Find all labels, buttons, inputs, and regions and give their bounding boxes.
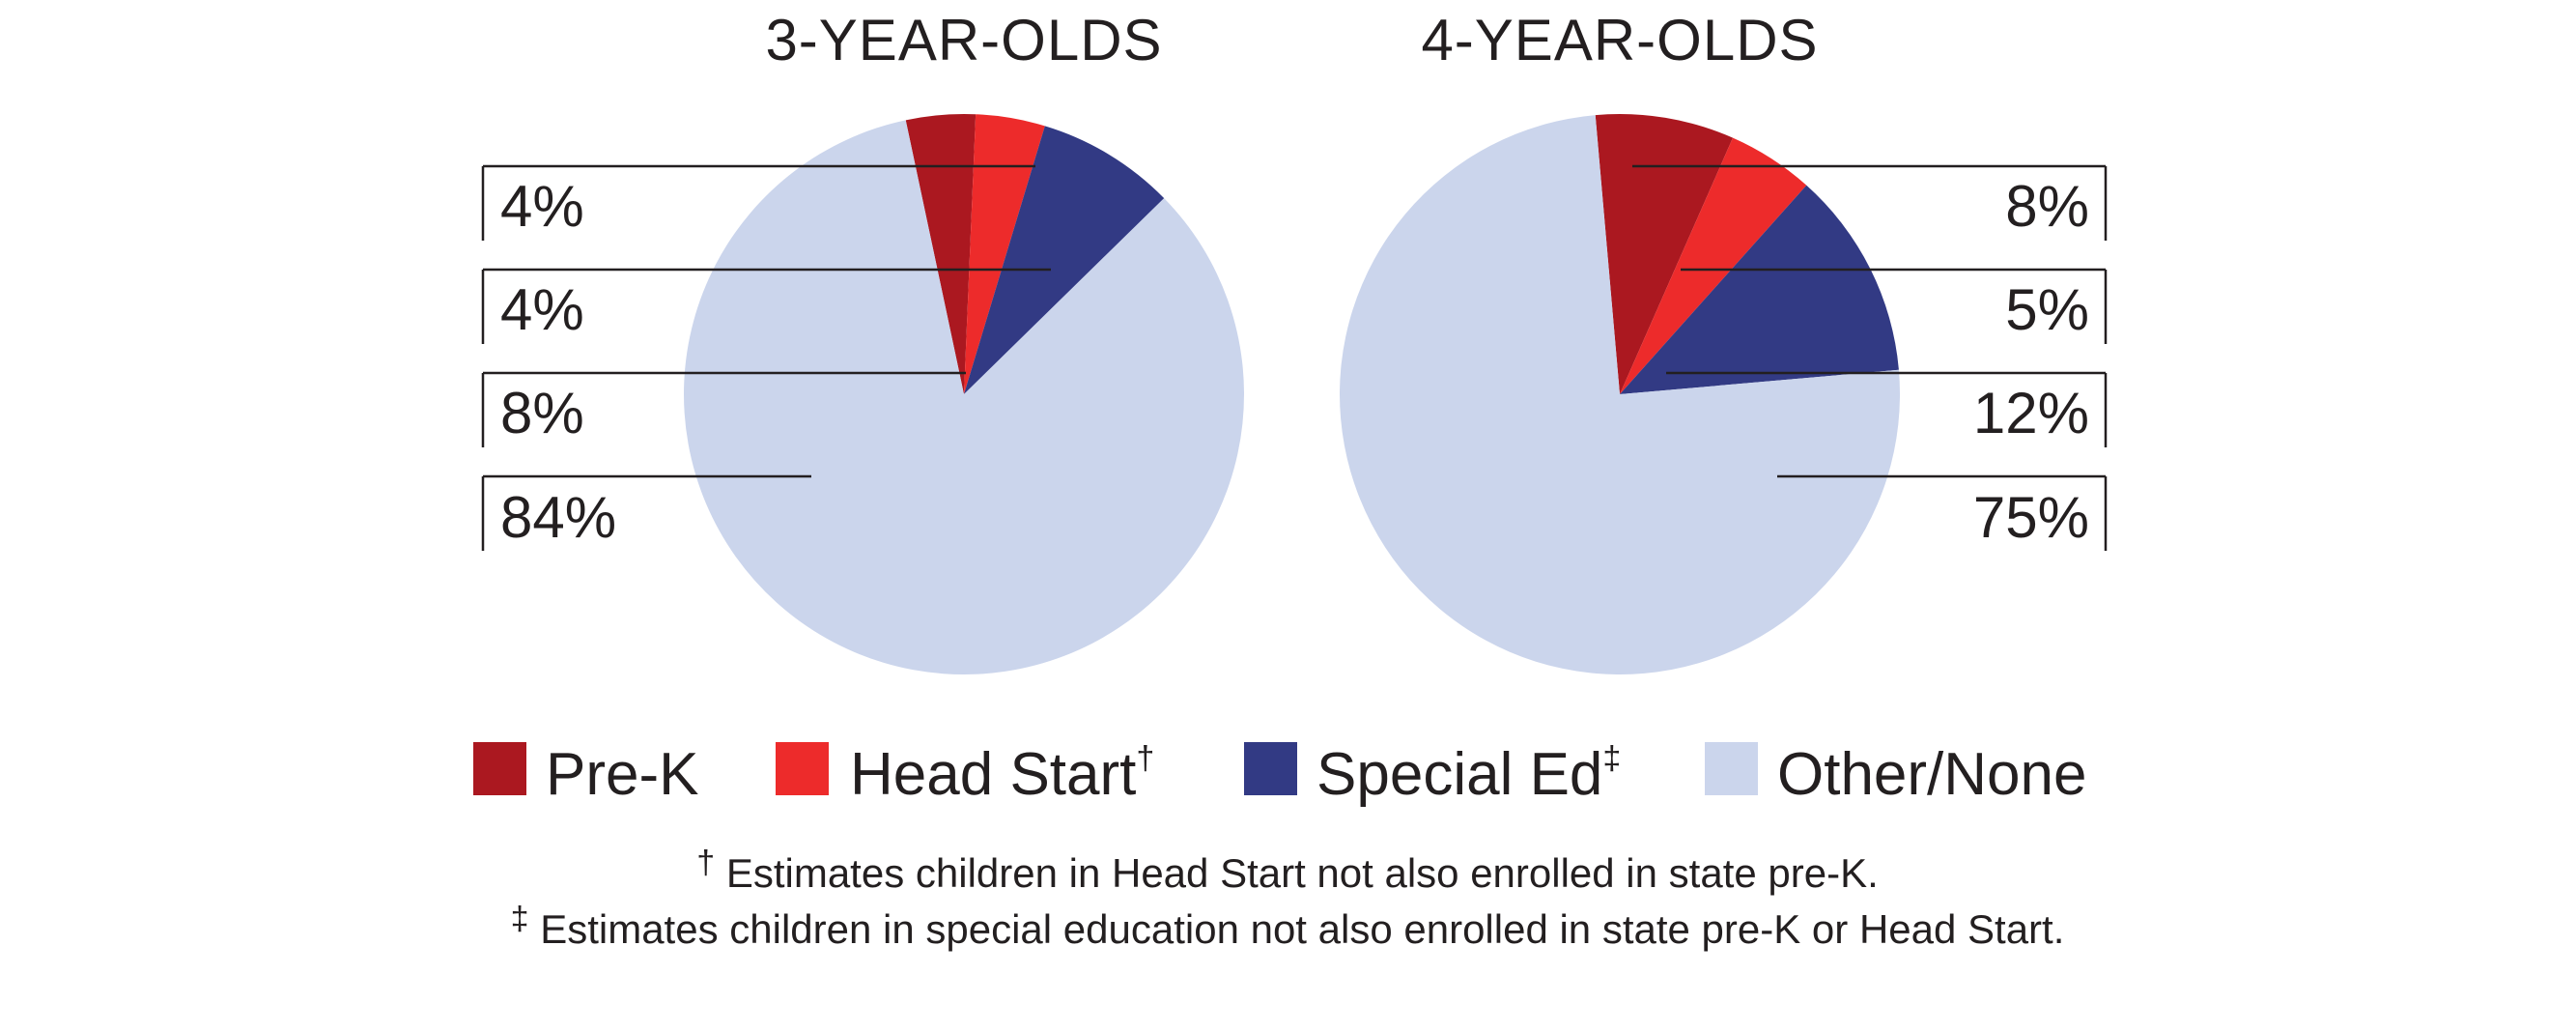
legend-mark-special-ed: ‡ xyxy=(1602,740,1621,777)
svg-text:Other/None: Other/None xyxy=(1777,741,2087,808)
value-label-head-start-3: 4% xyxy=(500,277,584,342)
svg-text:Pre-K: Pre-K xyxy=(546,741,698,808)
legend-item-special-ed: Special Ed‡ xyxy=(1244,740,1621,808)
legend: Pre-K Head Start† Special Ed‡ Other/None xyxy=(473,740,2087,808)
pie-slice-other xyxy=(684,120,1245,675)
pie-slice-pre-k xyxy=(1595,113,1734,394)
footnote-dagger-text: Estimates children in Head Start not als… xyxy=(715,850,1879,896)
footnote-double-dagger: ‡ Estimates children in special educatio… xyxy=(511,901,2065,952)
leader-lines-4-year-olds xyxy=(1632,164,2108,551)
legend-label-pre-k: Pre-K xyxy=(546,741,698,808)
legend-mark-head-start: † xyxy=(1136,740,1154,777)
legend-label-special-ed: Special Ed xyxy=(1316,741,1602,808)
value-label-special-ed-3: 8% xyxy=(500,381,584,445)
svg-text:Special Ed‡: Special Ed‡ xyxy=(1316,740,1621,808)
footnote-double-dagger-mark: ‡ xyxy=(511,901,529,937)
pie-slice-special-ed xyxy=(964,126,1165,394)
pie-slice-other xyxy=(1340,115,1901,674)
pie-chart-4-year-olds: 4-YEAR-OLDS 8% 5% 12% 75% xyxy=(1340,8,2108,674)
footnote-dagger: † Estimates children in Head Start not a… xyxy=(696,845,1879,896)
value-label-pre-k-4: 8% xyxy=(2005,174,2089,239)
pie-slices-4-year-olds xyxy=(1340,113,1901,674)
pie-chart-3-year-olds: 3-YEAR-OLDS 4% 4% 8% 84% xyxy=(481,8,1245,675)
legend-swatch-other xyxy=(1705,742,1758,795)
legend-label-other: Other/None xyxy=(1777,741,2087,808)
footnotes: † Estimates children in Head Start not a… xyxy=(511,845,2065,952)
legend-item-head-start: Head Start† xyxy=(776,740,1154,808)
footnote-double-dagger-text: Estimates children in special education … xyxy=(529,906,2065,952)
value-label-pre-k-3: 4% xyxy=(500,174,584,239)
svg-text:Head Start†: Head Start† xyxy=(850,740,1154,808)
pie-slices-3-year-olds xyxy=(684,113,1245,675)
legend-swatch-head-start xyxy=(776,742,829,795)
value-label-other-4: 75% xyxy=(1973,485,2089,550)
footnote-dagger-mark: † xyxy=(696,845,715,881)
legend-swatch-special-ed xyxy=(1244,742,1297,795)
value-label-special-ed-4: 12% xyxy=(1973,381,2089,445)
legend-swatch-pre-k xyxy=(473,742,526,795)
legend-item-other: Other/None xyxy=(1705,741,2087,808)
leader-lines-3-year-olds xyxy=(481,164,1051,551)
value-label-head-start-4: 5% xyxy=(2005,277,2089,342)
legend-item-pre-k: Pre-K xyxy=(473,741,698,808)
pie-slice-special-ed xyxy=(1620,185,1899,394)
chart-title-4-year-olds: 4-YEAR-OLDS xyxy=(1421,8,1818,72)
chart-title-3-year-olds: 3-YEAR-OLDS xyxy=(765,8,1162,72)
pie-slice-head-start xyxy=(964,114,1045,394)
pie-slice-head-start xyxy=(1620,137,1807,394)
value-label-other-3: 84% xyxy=(500,485,616,550)
legend-label-head-start: Head Start xyxy=(850,741,1136,808)
pie-slice-pre-k xyxy=(905,113,977,394)
